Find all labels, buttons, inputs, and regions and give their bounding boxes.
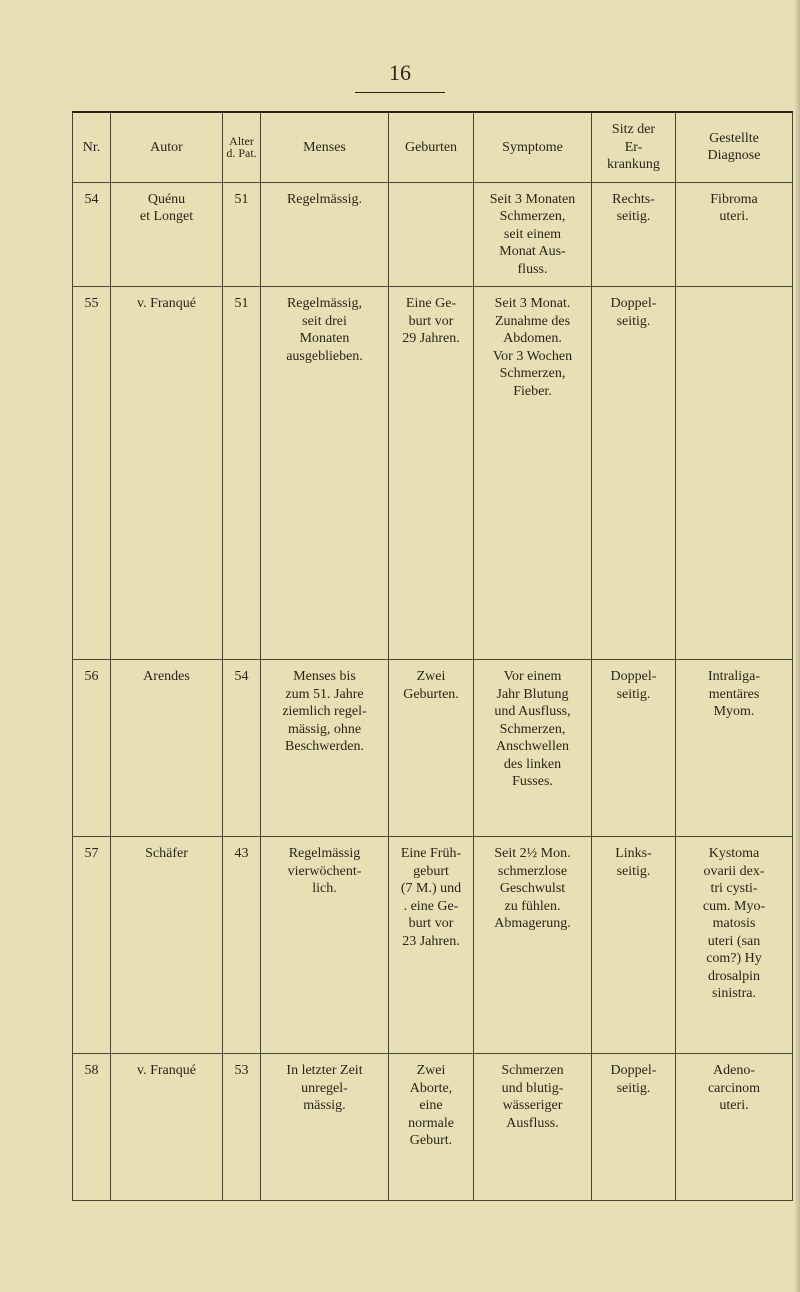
cell-alter: 43: [223, 837, 261, 1054]
table-row: 57 Schäfer 43 Regelmässigvierwöchent-lic…: [73, 837, 793, 1054]
cell-diagnose: Fibromauteri.: [676, 182, 793, 287]
cell-menses: Menses biszum 51. Jahreziemlich regel-mä…: [261, 660, 389, 837]
cell-diagnose: Intraliga-mentäresMyom.: [676, 660, 793, 837]
col-alter: Alterd. Pat.: [223, 112, 261, 182]
cell-autor: Arendes: [111, 660, 223, 837]
cell-symptome: Seit 3 MonatenSchmerzen,seit einemMonat …: [474, 182, 592, 287]
cell-diagnose: Adeno-carcinomuteri.: [676, 1054, 793, 1201]
cell-geburten: ZweiGeburten.: [389, 660, 474, 837]
col-geburten: Geburten: [389, 112, 474, 182]
col-sitz: Sitz derEr-krankung: [592, 112, 676, 182]
cell-autor: Quénuet Longet: [111, 182, 223, 287]
cell-nr: 54: [73, 182, 111, 287]
page: 16 Nr. Autor Alterd. Pat. Menses Geburte…: [0, 0, 800, 1292]
cell-symptome: Seit 2½ Mon.schmerzloseGeschwulstzu fühl…: [474, 837, 592, 1054]
cell-sitz: Links-seitig.: [592, 837, 676, 1054]
cell-menses: Regelmässigvierwöchent-lich.: [261, 837, 389, 1054]
col-diagnose: GestellteDiagnose: [676, 112, 793, 182]
cell-autor: Schäfer: [111, 837, 223, 1054]
cell-nr: 57: [73, 837, 111, 1054]
col-autor: Autor: [111, 112, 223, 182]
cell-diagnose: [676, 287, 793, 660]
cell-autor: v. Franqué: [111, 287, 223, 660]
cell-geburten: [389, 182, 474, 287]
cell-sitz: Doppel-seitig.: [592, 1054, 676, 1201]
page-number: 16: [0, 60, 800, 86]
cell-nr: 58: [73, 1054, 111, 1201]
cell-geburten: Eine Ge-burt vor29 Jahren.: [389, 287, 474, 660]
cell-nr: 55: [73, 287, 111, 660]
data-table: Nr. Autor Alterd. Pat. Menses Geburten S…: [72, 111, 793, 1201]
col-symptome: Symptome: [474, 112, 592, 182]
table-row: 56 Arendes 54 Menses biszum 51. Jahrezie…: [73, 660, 793, 837]
cell-sitz: Doppel-seitig.: [592, 287, 676, 660]
cell-sitz: Rechts-seitig.: [592, 182, 676, 287]
cell-alter: 51: [223, 287, 261, 660]
col-menses: Menses: [261, 112, 389, 182]
table-row: 55 v. Franqué 51 Regelmässig,seit dreiMo…: [73, 287, 793, 660]
page-edge-shadow: [794, 0, 800, 1292]
cell-alter: 54: [223, 660, 261, 837]
cell-diagnose: Kystomaovarii dex-tri cysti-cum. Myo-mat…: [676, 837, 793, 1054]
cell-menses: Regelmässig.: [261, 182, 389, 287]
table-row: 58 v. Franqué 53 In letzter Zeitunregel-…: [73, 1054, 793, 1201]
cell-symptome: Seit 3 Monat.Zunahme desAbdomen.Vor 3 Wo…: [474, 287, 592, 660]
table-header: Nr. Autor Alterd. Pat. Menses Geburten S…: [73, 112, 793, 182]
page-number-underline: [355, 92, 445, 93]
cell-sitz: Doppel-seitig.: [592, 660, 676, 837]
cell-alter: 53: [223, 1054, 261, 1201]
cell-menses: Regelmässig,seit dreiMonatenausgeblieben…: [261, 287, 389, 660]
cell-geburten: ZweiAborte,einenormaleGeburt.: [389, 1054, 474, 1201]
cell-symptome: Schmerzenund blutig-wässerigerAusfluss.: [474, 1054, 592, 1201]
col-nr: Nr.: [73, 112, 111, 182]
cell-geburten: Eine Früh-geburt(7 M.) und. eine Ge-burt…: [389, 837, 474, 1054]
table-body: 54 Quénuet Longet 51 Regelmässig. Seit 3…: [73, 182, 793, 1201]
cell-nr: 56: [73, 660, 111, 837]
cell-autor: v. Franqué: [111, 1054, 223, 1201]
cell-menses: In letzter Zeitunregel-mässig.: [261, 1054, 389, 1201]
cell-alter: 51: [223, 182, 261, 287]
cell-symptome: Vor einemJahr Blutungund Ausfluss,Schmer…: [474, 660, 592, 837]
table-row: 54 Quénuet Longet 51 Regelmässig. Seit 3…: [73, 182, 793, 287]
